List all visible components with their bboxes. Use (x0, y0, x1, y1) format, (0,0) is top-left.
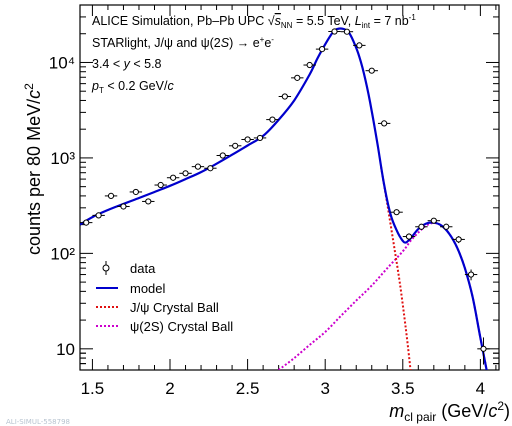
x-tick-label: 2.5 (236, 379, 260, 398)
data-point (353, 42, 366, 49)
x-tick-label: 3 (320, 379, 329, 398)
legend-label-model: model (130, 281, 166, 296)
data-point (390, 209, 403, 216)
legend: data model J/ψ Crystal Ball ψ(2S) Crysta… (96, 261, 233, 334)
data-point (142, 198, 155, 205)
data-point (452, 236, 465, 244)
x-tick-label: 4 (476, 379, 485, 398)
data-point (415, 223, 428, 230)
plot-frame (79, 4, 500, 371)
axis-ticks (80, 4, 499, 371)
data-point (241, 136, 254, 143)
legend-item-model: model (96, 281, 166, 296)
data-point (303, 61, 316, 69)
data-point (477, 337, 490, 365)
data-point (340, 28, 354, 35)
legend-item-psi2s: ψ(2S) Crystal Ball (96, 319, 233, 334)
legend-item-jpsi: J/ψ Crystal Ball (96, 300, 219, 315)
info-line-4: pT < 0.2 GeV/c (91, 79, 174, 95)
data-point (365, 67, 378, 74)
info-line-2: STARlight, J/ψ and ψ(2S) → e+e- (92, 35, 274, 50)
y-tick-label: 10 (56, 340, 75, 359)
data-point (266, 116, 279, 123)
watermark: ALI-SIMUL-558798 (6, 418, 70, 426)
y-tick-labels: 10 10² 10³ 10⁴ (49, 53, 76, 358)
data-point (92, 212, 105, 219)
data-point (278, 93, 292, 100)
data-point (204, 165, 217, 172)
info-box: ALICE Simulation, Pb–Pb UPC √sNN = 5.5 T… (91, 13, 416, 95)
data-point (427, 217, 441, 224)
data-point (191, 163, 205, 170)
model-curve (80, 27, 488, 370)
data-point (291, 74, 304, 81)
data-point (377, 120, 391, 127)
data-point (154, 181, 167, 189)
data-point (166, 174, 180, 181)
data-point (228, 142, 242, 149)
data-point (117, 203, 130, 210)
legend-item-data: data (102, 261, 156, 276)
data-point (129, 188, 143, 196)
data-point (253, 134, 267, 142)
y-tick-label: 10³ (50, 149, 75, 168)
y-axis-label: counts per 80 MeV/c2 (22, 83, 44, 255)
data-point (179, 170, 192, 177)
data-point (80, 219, 93, 226)
y-tick-label: 10⁴ (49, 53, 75, 72)
legend-label-data: data (130, 261, 156, 276)
x-axis-label: mcl pair (GeV/c2) (389, 399, 510, 424)
data-point (328, 28, 341, 35)
x-tick-label: 2 (165, 379, 174, 398)
jpsi-curve (380, 167, 412, 370)
curves (80, 27, 488, 370)
legend-label-jpsi: J/ψ Crystal Ball (130, 300, 219, 315)
info-line-3: 3.4 < y < 5.8 (92, 57, 162, 71)
x-tick-labels: 1.5 2 2.5 3 3.5 4 (81, 379, 486, 398)
y-tick-label: 10² (50, 244, 75, 263)
info-line-1: ALICE Simulation, Pb–Pb UPC √sNN = 5.5 T… (92, 13, 416, 30)
data-point (315, 46, 329, 53)
data-points (80, 28, 490, 365)
x-tick-label: 1.5 (81, 379, 105, 398)
data-point (216, 152, 229, 159)
data-point (402, 233, 416, 241)
data-point (440, 223, 453, 230)
legend-label-psi2s: ψ(2S) Crystal Ball (130, 319, 233, 334)
x-tick-label: 3.5 (391, 379, 415, 398)
psi2s-curve (277, 221, 488, 370)
data-point (464, 269, 478, 281)
data-point (104, 192, 118, 200)
